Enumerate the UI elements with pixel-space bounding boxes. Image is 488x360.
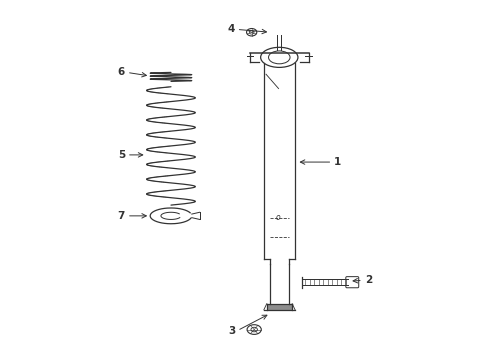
Text: 5: 5 (118, 150, 125, 160)
Ellipse shape (246, 325, 261, 334)
Text: o: o (275, 213, 279, 222)
Text: 4: 4 (227, 24, 234, 35)
FancyBboxPatch shape (345, 276, 358, 288)
Text: 3: 3 (228, 325, 235, 336)
Text: 1: 1 (333, 157, 341, 167)
Text: 7: 7 (118, 211, 125, 221)
Text: 6: 6 (118, 67, 125, 77)
Ellipse shape (246, 28, 256, 36)
Text: 2: 2 (364, 275, 371, 285)
